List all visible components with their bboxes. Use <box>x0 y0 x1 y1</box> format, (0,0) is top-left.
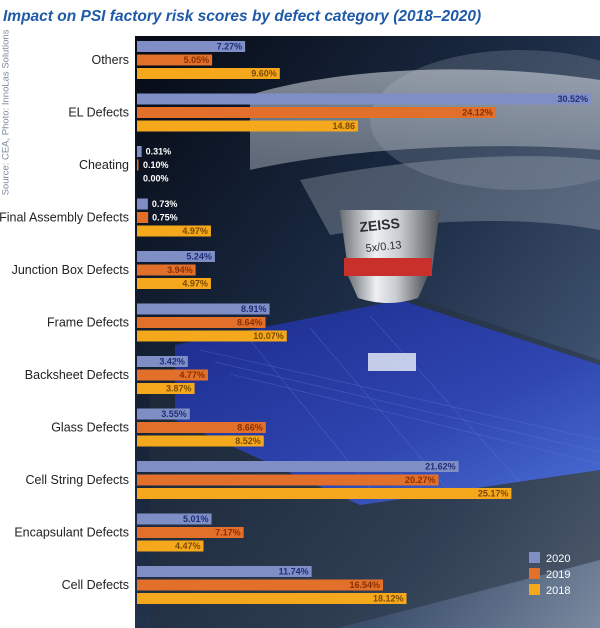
value-label-final-assembly-defects-2018: 4.97% <box>182 226 208 236</box>
bar-cell-string-defects-2020 <box>137 461 459 472</box>
legend-label-2018: 2018 <box>546 585 570 597</box>
bar-others-2020 <box>137 41 246 52</box>
legend-swatch-2019 <box>529 568 540 579</box>
bar-frame-defects-2018 <box>137 330 287 342</box>
bar-cell-defects-2018 <box>137 593 407 604</box>
category-label-el-defects: EL Defects <box>68 106 129 120</box>
source-credit: Source: CEA, Photo: InnoLas Solutions <box>0 29 12 196</box>
bar-el-defects-2020 <box>137 93 591 105</box>
bar-final-assembly-defects-2020 <box>137 198 148 210</box>
bar-junction-box-defects-2018 <box>137 278 211 289</box>
svg-text:ZEISS: ZEISS <box>359 215 401 235</box>
value-label-frame-defects-2020: 8.91% <box>241 304 267 314</box>
chart-title: Impact on PSI factory risk scores by def… <box>3 8 482 25</box>
category-label-final-assembly-defects: Final Assembly Defects <box>0 211 129 225</box>
bar-glass-defects-2020 <box>137 408 190 420</box>
value-label-cell-string-defects-2018: 25.17% <box>478 489 509 499</box>
bar-cell-string-defects-2019 <box>137 474 439 486</box>
bar-final-assembly-defects-2019 <box>137 212 149 223</box>
bar-cell-string-defects-2018 <box>137 488 512 499</box>
category-label-glass-defects: Glass Defects <box>51 421 129 435</box>
bar-glass-defects-2018 <box>137 435 264 447</box>
value-label-cheating-2018: 0.00% <box>143 174 169 184</box>
value-label-final-assembly-defects-2020: 0.73% <box>152 199 178 209</box>
bar-encapsulant-defects-2020 <box>137 513 212 525</box>
bar-others-2019 <box>137 54 213 66</box>
bar-junction-box-defects-2019 <box>137 264 196 276</box>
value-label-encapsulant-defects-2018: 4.47% <box>175 541 201 551</box>
value-label-others-2018: 9.60% <box>251 69 277 79</box>
value-label-final-assembly-defects-2019: 0.75% <box>152 213 178 223</box>
value-label-el-defects-2020: 30.52% <box>557 94 588 104</box>
value-label-el-defects-2019: 24.12% <box>462 108 493 118</box>
legend-label-2019: 2019 <box>546 569 570 581</box>
legend-label-2020: 2020 <box>546 553 570 565</box>
value-label-cheating-2019: 0.10% <box>143 160 169 170</box>
value-label-cell-defects-2018: 18.12% <box>373 594 404 604</box>
bar-junction-box-defects-2020 <box>137 251 215 262</box>
svg-text:5x/0.13: 5x/0.13 <box>365 239 402 255</box>
value-label-junction-box-defects-2018: 4.97% <box>182 279 208 289</box>
value-label-encapsulant-defects-2019: 7.17% <box>215 528 241 538</box>
value-label-junction-box-defects-2020: 5.24% <box>186 252 212 262</box>
value-label-cell-string-defects-2020: 21.62% <box>425 462 456 472</box>
bar-cheating-2020 <box>137 146 142 157</box>
value-label-glass-defects-2019: 8.66% <box>237 423 263 433</box>
bar-backsheet-defects-2019 <box>137 369 208 381</box>
legend-swatch-2020 <box>529 552 540 563</box>
bar-backsheet-defects-2020 <box>137 356 188 367</box>
bar-glass-defects-2019 <box>137 422 266 433</box>
bar-cell-defects-2020 <box>137 566 312 577</box>
legend-swatch-2018 <box>529 584 540 595</box>
bar-cheating-2019 <box>137 159 139 171</box>
value-label-backsheet-defects-2018: 3.87% <box>166 384 192 394</box>
category-label-cheating: Cheating <box>79 158 129 172</box>
category-label-backsheet-defects: Backsheet Defects <box>25 368 129 382</box>
value-label-cell-defects-2020: 11.74% <box>279 567 309 577</box>
value-label-cheating-2020: 0.31% <box>146 147 172 157</box>
value-label-junction-box-defects-2019: 3.94% <box>167 265 193 275</box>
bar-frame-defects-2020 <box>137 303 270 315</box>
value-label-frame-defects-2018: 10.07% <box>253 331 284 341</box>
category-label-junction-box-defects: Junction Box Defects <box>12 263 129 277</box>
value-label-others-2020: 7.27% <box>217 42 243 52</box>
value-label-others-2019: 5.05% <box>184 55 210 65</box>
bar-frame-defects-2019 <box>137 317 266 328</box>
value-label-cell-defects-2019: 16.54% <box>350 580 381 590</box>
bar-el-defects-2019 <box>137 107 496 118</box>
bar-final-assembly-defects-2018 <box>137 225 211 237</box>
category-label-frame-defects: Frame Defects <box>47 316 129 330</box>
bar-others-2018 <box>137 68 280 79</box>
value-label-glass-defects-2020: 3.55% <box>161 409 187 419</box>
category-label-cell-string-defects: Cell String Defects <box>25 473 129 487</box>
value-label-el-defects-2018: 14.86 <box>333 121 356 131</box>
value-label-backsheet-defects-2019: 4.77% <box>179 370 205 380</box>
value-label-cell-string-defects-2019: 20.27% <box>405 475 436 485</box>
bar-el-defects-2018 <box>137 120 359 132</box>
value-label-encapsulant-defects-2020: 5.01% <box>183 514 209 524</box>
bar-cell-defects-2019 <box>137 579 384 591</box>
bar-encapsulant-defects-2018 <box>137 540 204 552</box>
bar-encapsulant-defects-2019 <box>137 527 244 538</box>
category-label-encapsulant-defects: Encapsulant Defects <box>14 526 129 540</box>
category-label-cell-defects: Cell Defects <box>62 578 129 592</box>
value-label-backsheet-defects-2020: 3.42% <box>159 357 185 367</box>
value-label-frame-defects-2019: 8.64% <box>237 318 263 328</box>
category-label-others: Others <box>91 53 129 67</box>
bar-backsheet-defects-2018 <box>137 383 195 394</box>
value-label-glass-defects-2018: 8.52% <box>235 436 261 446</box>
